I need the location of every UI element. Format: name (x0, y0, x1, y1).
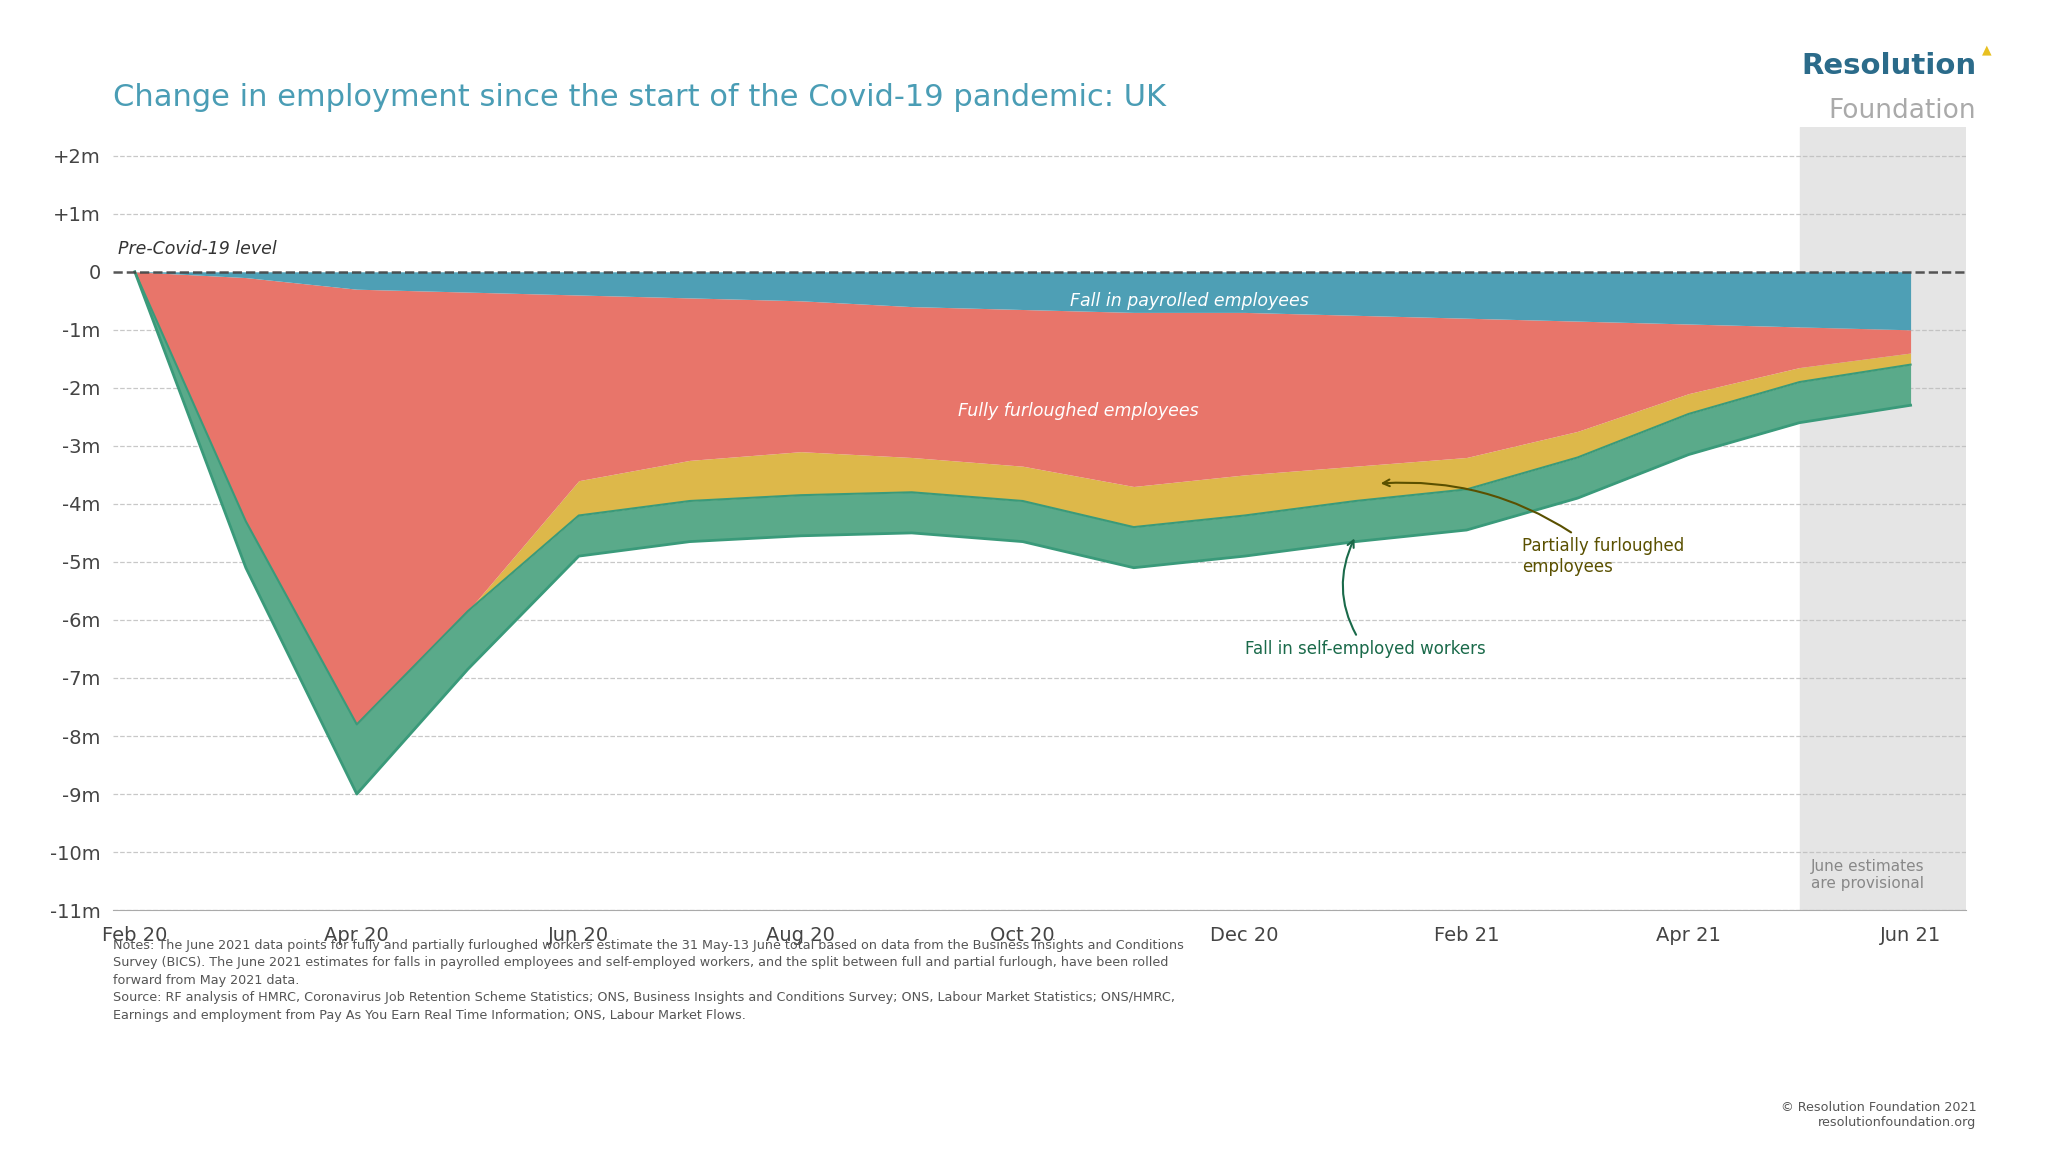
Text: Resolution: Resolution (1800, 52, 1976, 79)
Text: Fall in payrolled employees: Fall in payrolled employees (1069, 291, 1309, 310)
Text: Fall in self-employed workers: Fall in self-employed workers (1245, 540, 1485, 658)
Text: Fully furloughed employees: Fully furloughed employees (958, 402, 1198, 420)
Text: Partially furloughed
employees: Partially furloughed employees (1382, 479, 1683, 576)
Text: Change in employment since the start of the Covid-19 pandemic: UK: Change in employment since the start of … (113, 83, 1165, 112)
Text: Notes: The June 2021 data points for fully and partially furloughed workers esti: Notes: The June 2021 data points for ful… (113, 939, 1184, 1022)
Text: © Resolution Foundation 2021
resolutionfoundation.org: © Resolution Foundation 2021 resolutionf… (1780, 1101, 1976, 1129)
Text: Foundation: Foundation (1829, 98, 1976, 124)
Bar (1800, 127, 1976, 910)
Text: ▲: ▲ (1982, 44, 1993, 56)
Text: June estimates
are provisional: June estimates are provisional (1810, 859, 1925, 892)
Text: Pre-Covid-19 level: Pre-Covid-19 level (119, 241, 276, 258)
